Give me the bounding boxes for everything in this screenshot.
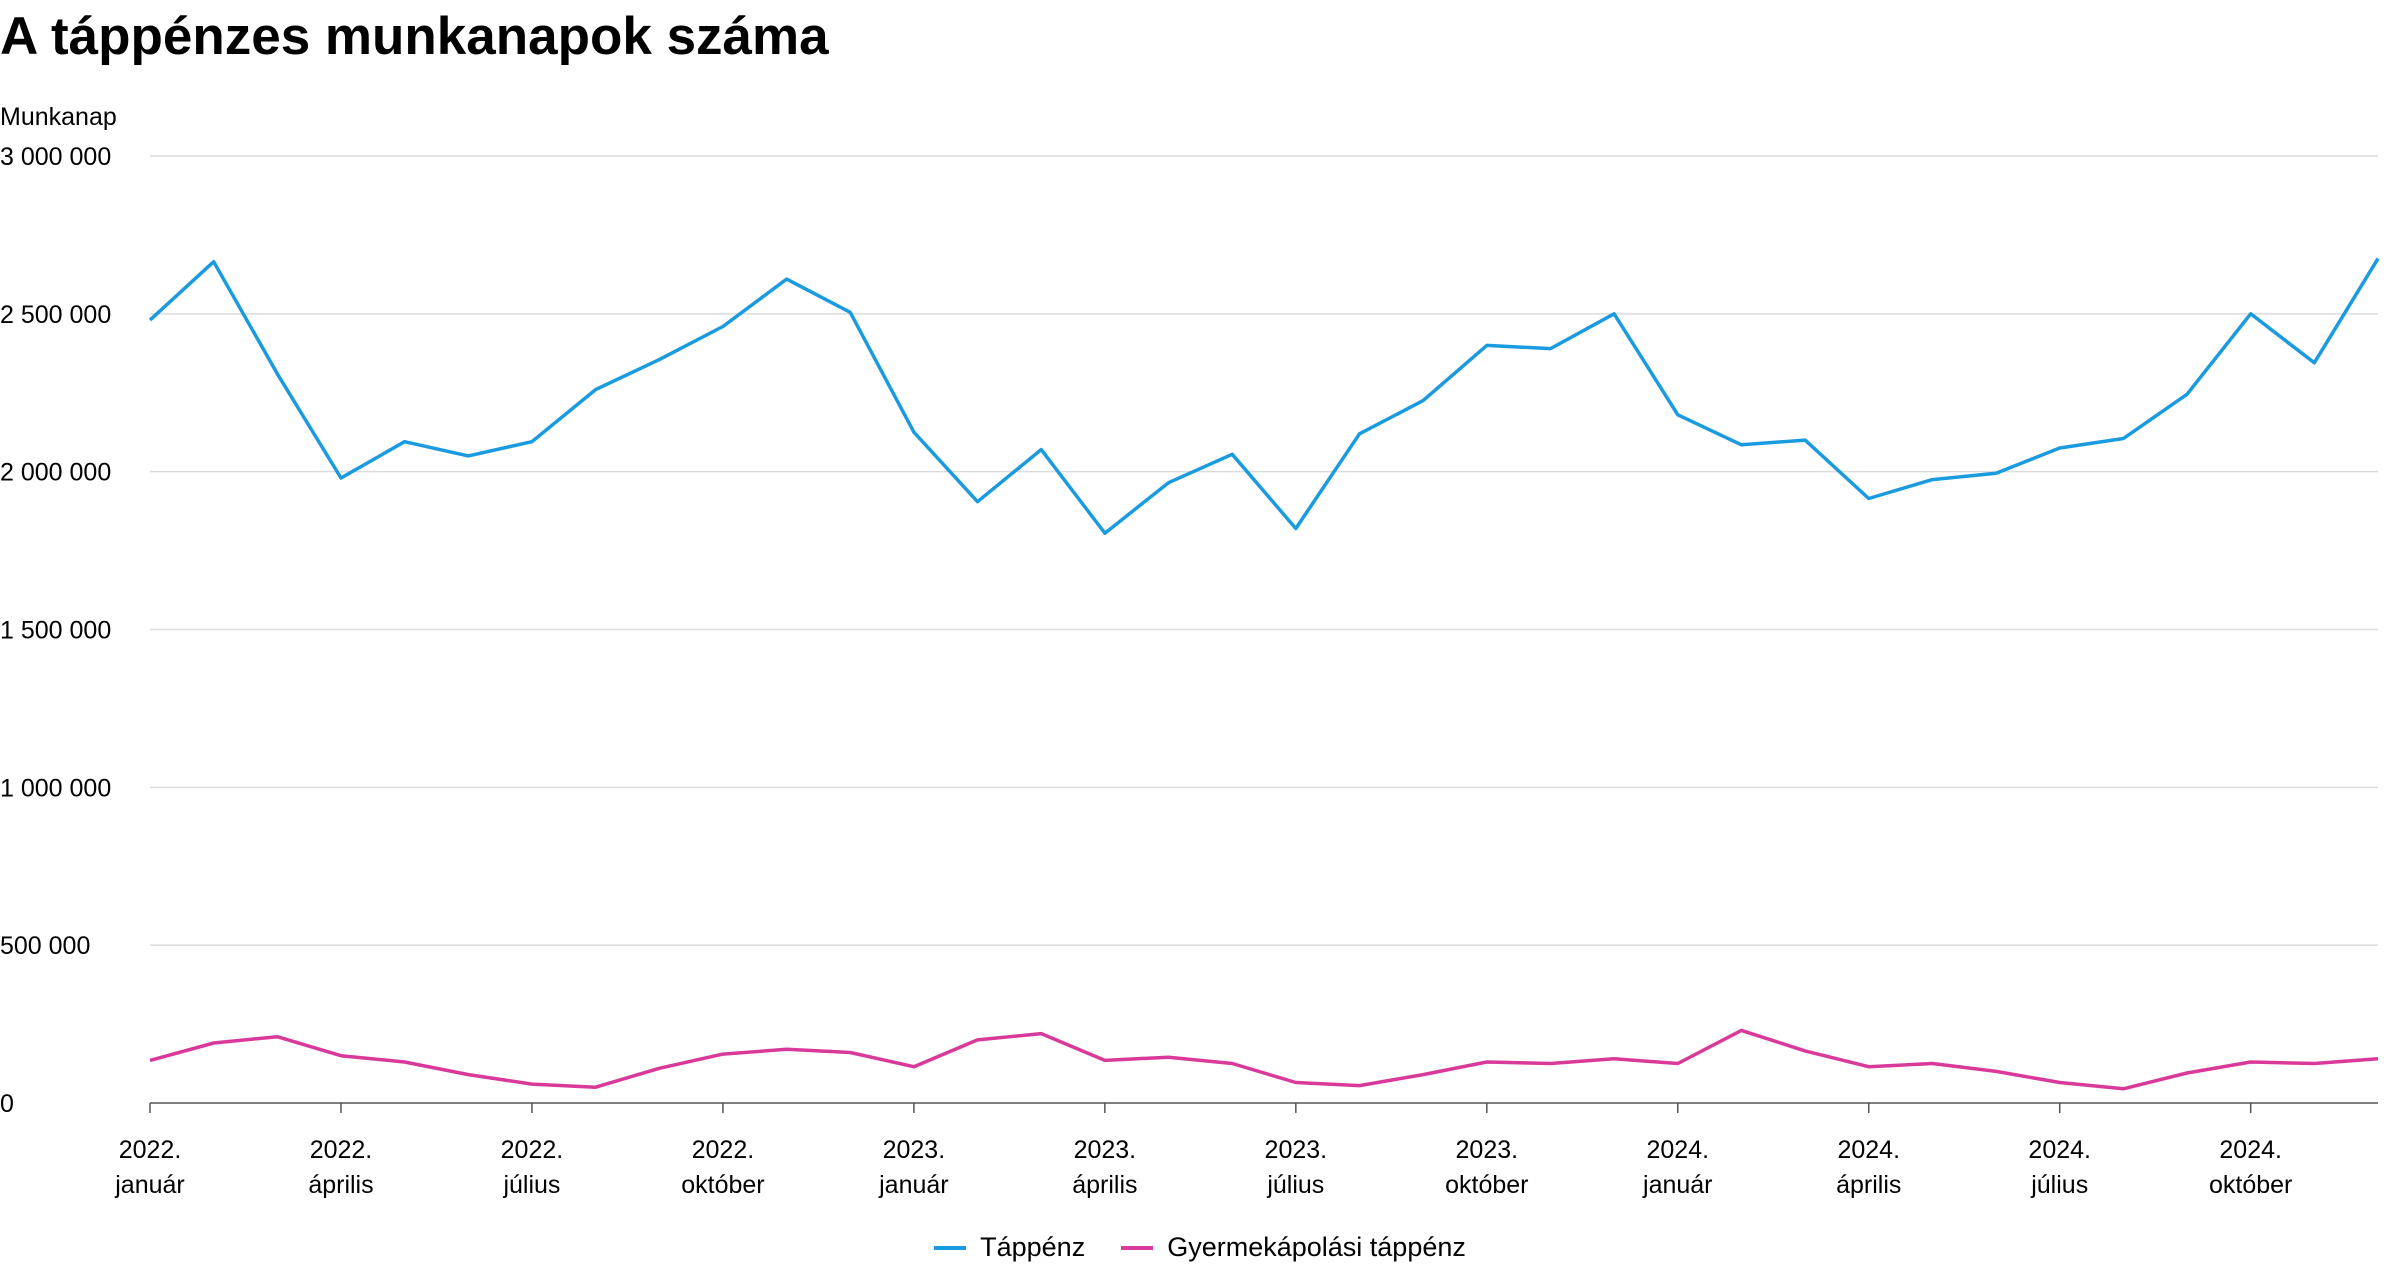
- legend-swatch: [934, 1245, 967, 1250]
- y-tick-label: 3 000 000: [0, 143, 111, 171]
- x-tick-label-year: 2023.: [883, 1136, 946, 1164]
- x-tick-label-month: április: [308, 1171, 373, 1199]
- x-tick-label-year: 2023.: [1456, 1136, 1519, 1164]
- x-tick-label-year: 2022.: [501, 1136, 564, 1164]
- x-tick-label-month: október: [681, 1171, 764, 1199]
- x-tick-label-year: 2023.: [1074, 1136, 1137, 1164]
- y-tick-label: 1 000 000: [0, 774, 111, 802]
- x-tick-label-month: január: [1642, 1171, 1713, 1199]
- x-tick-label-year: 2024.: [2219, 1136, 2282, 1164]
- x-tick-label-year: 2022.: [119, 1136, 182, 1164]
- x-tick-label-year: 2024.: [2028, 1136, 2091, 1164]
- series-line-gyermekapolasi-tappenz: [149, 1028, 2379, 1091]
- x-tick-label-month: október: [1445, 1171, 1528, 1199]
- x-tick-label-month: július: [502, 1171, 560, 1199]
- x-tick-label-month: április: [1836, 1171, 1901, 1199]
- x-tick-label-month: január: [878, 1171, 949, 1199]
- x-tick-label-year: 2022.: [310, 1136, 373, 1164]
- x-tick-label-year: 2024.: [1646, 1136, 1709, 1164]
- x-tick-label-month: július: [1266, 1171, 1324, 1199]
- chart-title: A táppénzes munkanapok száma: [0, 7, 829, 66]
- x-tick-label-year: 2022.: [692, 1136, 755, 1164]
- y-tick-label: 1 500 000: [0, 617, 111, 645]
- x-tick-label-month: január: [114, 1171, 185, 1199]
- x-tick-label-month: július: [2030, 1171, 2088, 1199]
- x-tick-label-year: 2023.: [1265, 1136, 1328, 1164]
- chart-legend: Táppénz Gyermekápolási táppénz: [0, 1232, 2400, 1263]
- series-line-tappenz: [148, 257, 2380, 535]
- line-chart: Munkanap 0 500 000 1 000 000 1 500 000 2 000 …: [0, 103, 2380, 1199]
- legend-label: Táppénz: [980, 1232, 1086, 1262]
- y-axis-label: Munkanap: [0, 103, 117, 131]
- legend-label: Gyermekápolási táppénz: [1167, 1232, 1466, 1262]
- y-tick-label: 0: [0, 1090, 14, 1118]
- legend-item: Táppénz: [934, 1232, 1085, 1263]
- legend-item: Gyermekápolási táppénz: [1121, 1232, 1466, 1263]
- legend-swatch: [1121, 1245, 1154, 1250]
- x-tick-label-month: október: [2209, 1171, 2292, 1199]
- x-tick-label-month: április: [1072, 1171, 1137, 1199]
- y-tick-label: 2 000 000: [0, 459, 111, 487]
- x-tick-label-year: 2024.: [1837, 1136, 1900, 1164]
- y-tick-label: 2 500 000: [0, 301, 111, 329]
- y-tick-label: 500 000: [0, 932, 90, 960]
